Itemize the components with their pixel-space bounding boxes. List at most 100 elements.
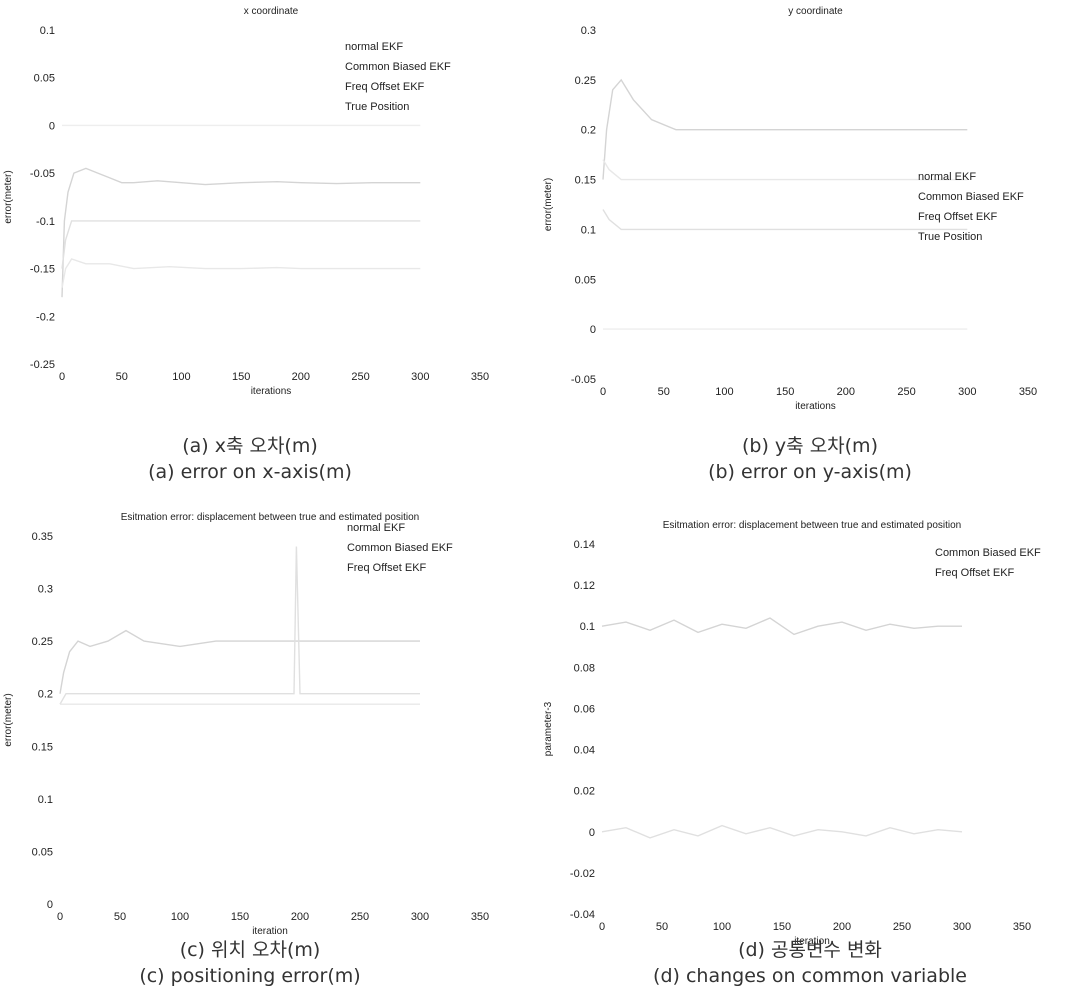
- series-line-1: [601, 617, 962, 636]
- chart-x-coordinate: x coordinate 0 50 100 150 200 250 300 350 iterati…: [0, 0, 540, 400]
- y-tick-label: 0: [47, 899, 53, 911]
- y-tick-label: 0.14: [574, 539, 595, 551]
- chart-positioning-error: Esitmation error: displacement between t…: [0, 500, 540, 937]
- y-tick-label: -0.15: [30, 264, 55, 276]
- x-tick-label: 350: [471, 911, 489, 923]
- y-axis-label: error(meter): [543, 178, 554, 231]
- figure-caption-b: (b) y축 오차(m) (b) error on y-axis(m): [560, 433, 1060, 485]
- x-tick-label: 300: [411, 911, 429, 923]
- x-tick-label: 50: [656, 921, 668, 933]
- x-tick-label: 200: [833, 921, 851, 933]
- x-tick-label: 0: [57, 911, 63, 923]
- x-axis-label: iterations: [795, 401, 836, 412]
- y-tick-label: 0.25: [32, 636, 53, 648]
- y-tick-label: -0.02: [570, 868, 595, 880]
- x-tick-label: 150: [232, 371, 250, 383]
- y-tick-label: 0.08: [574, 662, 595, 674]
- legend-entry: Freq Offset EKF: [935, 567, 1015, 579]
- caption-korean: (c) 위치 오차(m): [179, 939, 321, 961]
- x-tick-label: 200: [291, 911, 309, 923]
- series-line-2: [602, 209, 968, 231]
- x-tick-label: 300: [411, 371, 429, 383]
- y-tick-label: -0.1: [36, 216, 55, 228]
- y-tick-label: 0.05: [34, 73, 55, 85]
- x-tick-label: 350: [471, 371, 489, 383]
- x-tick-label: 0: [59, 371, 65, 383]
- y-axis-label: error(meter): [3, 170, 14, 223]
- y-tick-label: -0.05: [30, 168, 55, 180]
- y-tick-label: 0: [590, 324, 596, 336]
- y-tick-label: 0.3: [581, 25, 596, 37]
- figure-caption-d: (d) 공통변수 변화 (d) changes on common variab…: [560, 937, 1060, 989]
- legend-entry: True Position: [345, 101, 409, 113]
- x-tick-label: 350: [1013, 921, 1031, 933]
- legend-entry: normal EKF: [918, 171, 976, 183]
- series-line-2: [601, 824, 963, 839]
- x-tick-label: 250: [893, 921, 911, 933]
- chart-y-coordinate: y coordinate 0 50 100 150 200 250 300 350 iterati…: [540, 0, 1079, 412]
- y-tick-label: -0.2: [36, 311, 55, 323]
- x-tick-label: 300: [953, 921, 971, 933]
- chart-title: Esitmation error: displacement between t…: [121, 512, 420, 523]
- y-tick-label: 0.3: [38, 584, 53, 596]
- figure-caption-c: (c) 위치 오차(m) (c) positioning error(m): [0, 937, 500, 989]
- x-tick-label: 150: [776, 386, 794, 398]
- chart-svg: x coordinate 0 50 100 150 200 250 300 350 iterati…: [3, 6, 489, 397]
- caption-english: (d) changes on common variable: [653, 965, 967, 987]
- y-tick-label: 0.2: [38, 689, 53, 701]
- x-tick-label: 50: [114, 911, 126, 923]
- legend-entry: Freq Offset EKF: [345, 81, 425, 93]
- caption-english: (b) error on y-axis(m): [708, 461, 912, 483]
- legend-entry: True Position: [918, 231, 982, 243]
- x-tick-label: 250: [351, 911, 369, 923]
- legend-entry: Common Biased EKF: [347, 542, 453, 554]
- y-tick-label: 0.35: [32, 531, 53, 543]
- series-line-2: [59, 546, 420, 705]
- x-tick-label: 200: [292, 371, 310, 383]
- legend-entry: Common Biased EKF: [935, 547, 1041, 559]
- y-axis-label: error(meter): [3, 693, 14, 746]
- chart-title: Esitmation error: displacement between t…: [663, 520, 962, 531]
- legend-entry: Freq Offset EKF: [347, 562, 427, 574]
- x-tick-label: 50: [116, 371, 128, 383]
- caption-korean: (a) x축 오차(m): [182, 435, 318, 457]
- series-line-2: [61, 220, 421, 269]
- caption-english: (c) positioning error(m): [139, 965, 361, 987]
- chart-title: y coordinate: [788, 6, 843, 17]
- x-tick-label: 0: [600, 386, 606, 398]
- figure-caption-a: (a) x축 오차(m) (a) error on x-axis(m): [0, 433, 500, 485]
- x-tick-label: 0: [599, 921, 605, 933]
- series-line-1: [61, 167, 421, 298]
- series-line-3: [61, 258, 421, 288]
- caption-english: (a) error on x-axis(m): [148, 461, 352, 483]
- legend-entry: Freq Offset EKF: [918, 211, 998, 223]
- x-axis-label: iteration: [252, 926, 288, 937]
- y-tick-label: 0.15: [32, 741, 53, 753]
- x-tick-label: 100: [715, 386, 733, 398]
- series-line-1: [59, 629, 420, 694]
- caption-korean: (d) 공통변수 변화: [738, 939, 882, 961]
- y-tick-label: 0.05: [575, 274, 596, 286]
- x-axis-label: iteration: [794, 936, 830, 947]
- x-axis-label: iterations: [251, 386, 292, 397]
- y-tick-label: -0.05: [571, 374, 596, 386]
- chart-svg: Esitmation error: displacement between t…: [3, 512, 489, 937]
- x-tick-label: 200: [837, 386, 855, 398]
- series-line-3: [602, 159, 968, 181]
- x-tick-label: 300: [958, 386, 976, 398]
- chart-title: x coordinate: [244, 6, 299, 17]
- y-tick-label: 0: [589, 827, 595, 839]
- legend-entry: normal EKF: [345, 41, 403, 53]
- chart-svg: Esitmation error: displacement between t…: [543, 520, 1041, 947]
- y-tick-label: 0.04: [574, 745, 595, 757]
- y-tick-label: -0.25: [30, 359, 55, 371]
- x-tick-label: 250: [351, 371, 369, 383]
- y-tick-label: 0: [49, 120, 55, 132]
- chart-svg: y coordinate 0 50 100 150 200 250 300 350 iterati…: [543, 6, 1037, 412]
- y-tick-label: 0.2: [581, 125, 596, 137]
- x-tick-label: 150: [231, 911, 249, 923]
- y-tick-label: 0.12: [574, 580, 595, 592]
- series-line-1: [602, 78, 968, 180]
- y-tick-label: 0.1: [40, 25, 55, 37]
- caption-korean: (b) y축 오차(m): [742, 435, 878, 457]
